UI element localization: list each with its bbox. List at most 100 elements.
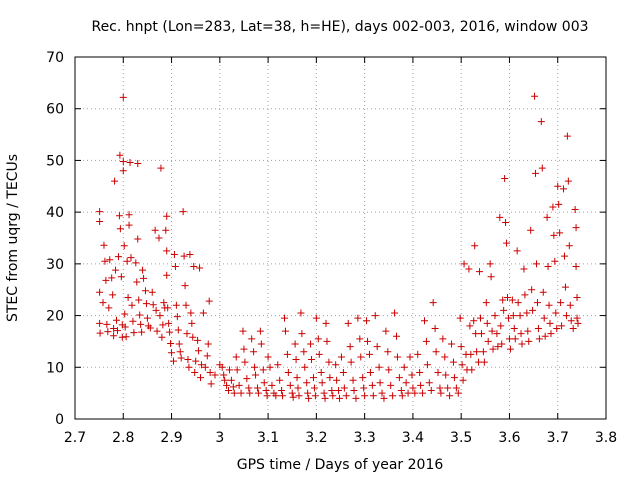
- data-point-marker: [395, 374, 403, 382]
- data-point-marker: [195, 347, 203, 355]
- data-point-marker: [532, 260, 540, 268]
- data-point-marker: [517, 330, 525, 338]
- data-point-marker: [342, 392, 350, 400]
- data-point-marker: [189, 333, 197, 341]
- data-point-marker: [527, 226, 535, 234]
- data-point-marker: [176, 348, 184, 356]
- data-point-marker: [162, 226, 170, 234]
- data-point-marker: [163, 247, 171, 255]
- data-point-marker: [476, 268, 484, 276]
- data-point-marker: [502, 218, 510, 226]
- data-point-marker: [477, 330, 485, 338]
- data-point-marker: [504, 314, 512, 322]
- data-point-marker: [419, 389, 427, 397]
- data-point-marker: [134, 160, 142, 168]
- data-point-marker: [240, 345, 248, 353]
- data-point-marker: [153, 327, 161, 335]
- data-point-marker: [201, 363, 209, 371]
- x-tick-label: 3.2: [305, 430, 327, 446]
- data-point-marker: [494, 343, 502, 351]
- data-point-marker: [138, 328, 146, 336]
- data-point-marker: [439, 335, 447, 343]
- data-point-marker: [434, 368, 442, 376]
- data-point-marker: [511, 335, 519, 343]
- data-point-marker: [336, 394, 344, 402]
- data-point-marker: [541, 332, 549, 340]
- data-point-marker: [278, 387, 286, 395]
- data-point-marker: [416, 368, 424, 376]
- data-point-marker: [96, 208, 104, 216]
- data-point-marker: [432, 348, 440, 356]
- data-point-marker: [151, 226, 159, 234]
- data-point-marker: [113, 327, 121, 335]
- data-point-marker: [427, 387, 435, 395]
- data-point-marker: [140, 274, 148, 282]
- data-point-marker: [318, 379, 326, 387]
- data-point-marker: [256, 327, 264, 335]
- data-point-marker: [284, 368, 292, 376]
- data-point-marker: [476, 314, 484, 322]
- data-point-marker: [326, 374, 334, 382]
- data-point-marker: [152, 306, 160, 314]
- data-point-marker: [220, 371, 228, 379]
- data-point-marker: [121, 323, 129, 331]
- data-point-marker: [571, 206, 579, 214]
- data-point-marker: [155, 234, 163, 242]
- data-point-marker: [350, 387, 358, 395]
- data-point-marker: [454, 389, 462, 397]
- data-point-marker: [467, 350, 475, 358]
- data-point-marker: [572, 262, 580, 270]
- data-point-marker: [304, 389, 312, 397]
- data-point-marker: [99, 299, 107, 307]
- data-point-marker: [456, 314, 464, 322]
- data-point-marker: [458, 361, 466, 369]
- data-point-marker: [514, 299, 522, 307]
- data-point-marker: [221, 376, 229, 384]
- data-point-marker: [422, 337, 430, 345]
- x-tick-label: 3: [215, 430, 224, 446]
- data-point-marker: [235, 381, 243, 389]
- data-point-marker: [128, 301, 136, 309]
- data-point-marker: [218, 363, 226, 371]
- data-point-marker: [531, 92, 539, 100]
- data-point-marker: [573, 293, 581, 301]
- data-point-marker: [117, 273, 125, 281]
- data-point-marker: [333, 376, 341, 384]
- data-point-marker: [363, 317, 371, 325]
- data-point-marker: [119, 167, 127, 175]
- data-point-marker: [164, 304, 172, 312]
- data-point-marker: [103, 320, 111, 328]
- data-point-marker: [148, 288, 156, 296]
- data-point-marker: [274, 361, 282, 369]
- data-point-marker: [173, 313, 181, 321]
- data-point-marker: [444, 384, 452, 392]
- data-point-marker: [496, 213, 504, 221]
- data-point-marker: [357, 353, 365, 361]
- data-point-marker: [389, 392, 397, 400]
- data-point-marker: [167, 339, 175, 347]
- data-point-marker: [186, 251, 194, 259]
- data-point-marker: [298, 330, 306, 338]
- data-point-marker: [126, 158, 134, 166]
- data-point-marker: [556, 229, 564, 237]
- data-point-marker: [177, 354, 185, 362]
- data-point-marker: [547, 330, 555, 338]
- data-point-marker: [281, 327, 289, 335]
- data-point-marker: [125, 211, 133, 219]
- data-point-marker: [205, 297, 213, 305]
- data-point-marker: [146, 324, 154, 332]
- data-point-marker: [142, 300, 150, 308]
- data-point-marker: [314, 335, 322, 343]
- data-point-marker: [483, 319, 491, 327]
- data-point-marker: [562, 312, 570, 320]
- data-point-marker: [119, 157, 127, 165]
- data-point-marker: [130, 329, 138, 337]
- data-point-marker: [414, 350, 422, 358]
- data-point-marker: [384, 348, 392, 356]
- data-point-marker: [566, 301, 574, 309]
- data-point-marker: [101, 257, 109, 265]
- data-point-marker: [248, 335, 256, 343]
- data-point-marker: [400, 363, 408, 371]
- data-point-marker: [301, 363, 309, 371]
- data-point-marker: [402, 379, 410, 387]
